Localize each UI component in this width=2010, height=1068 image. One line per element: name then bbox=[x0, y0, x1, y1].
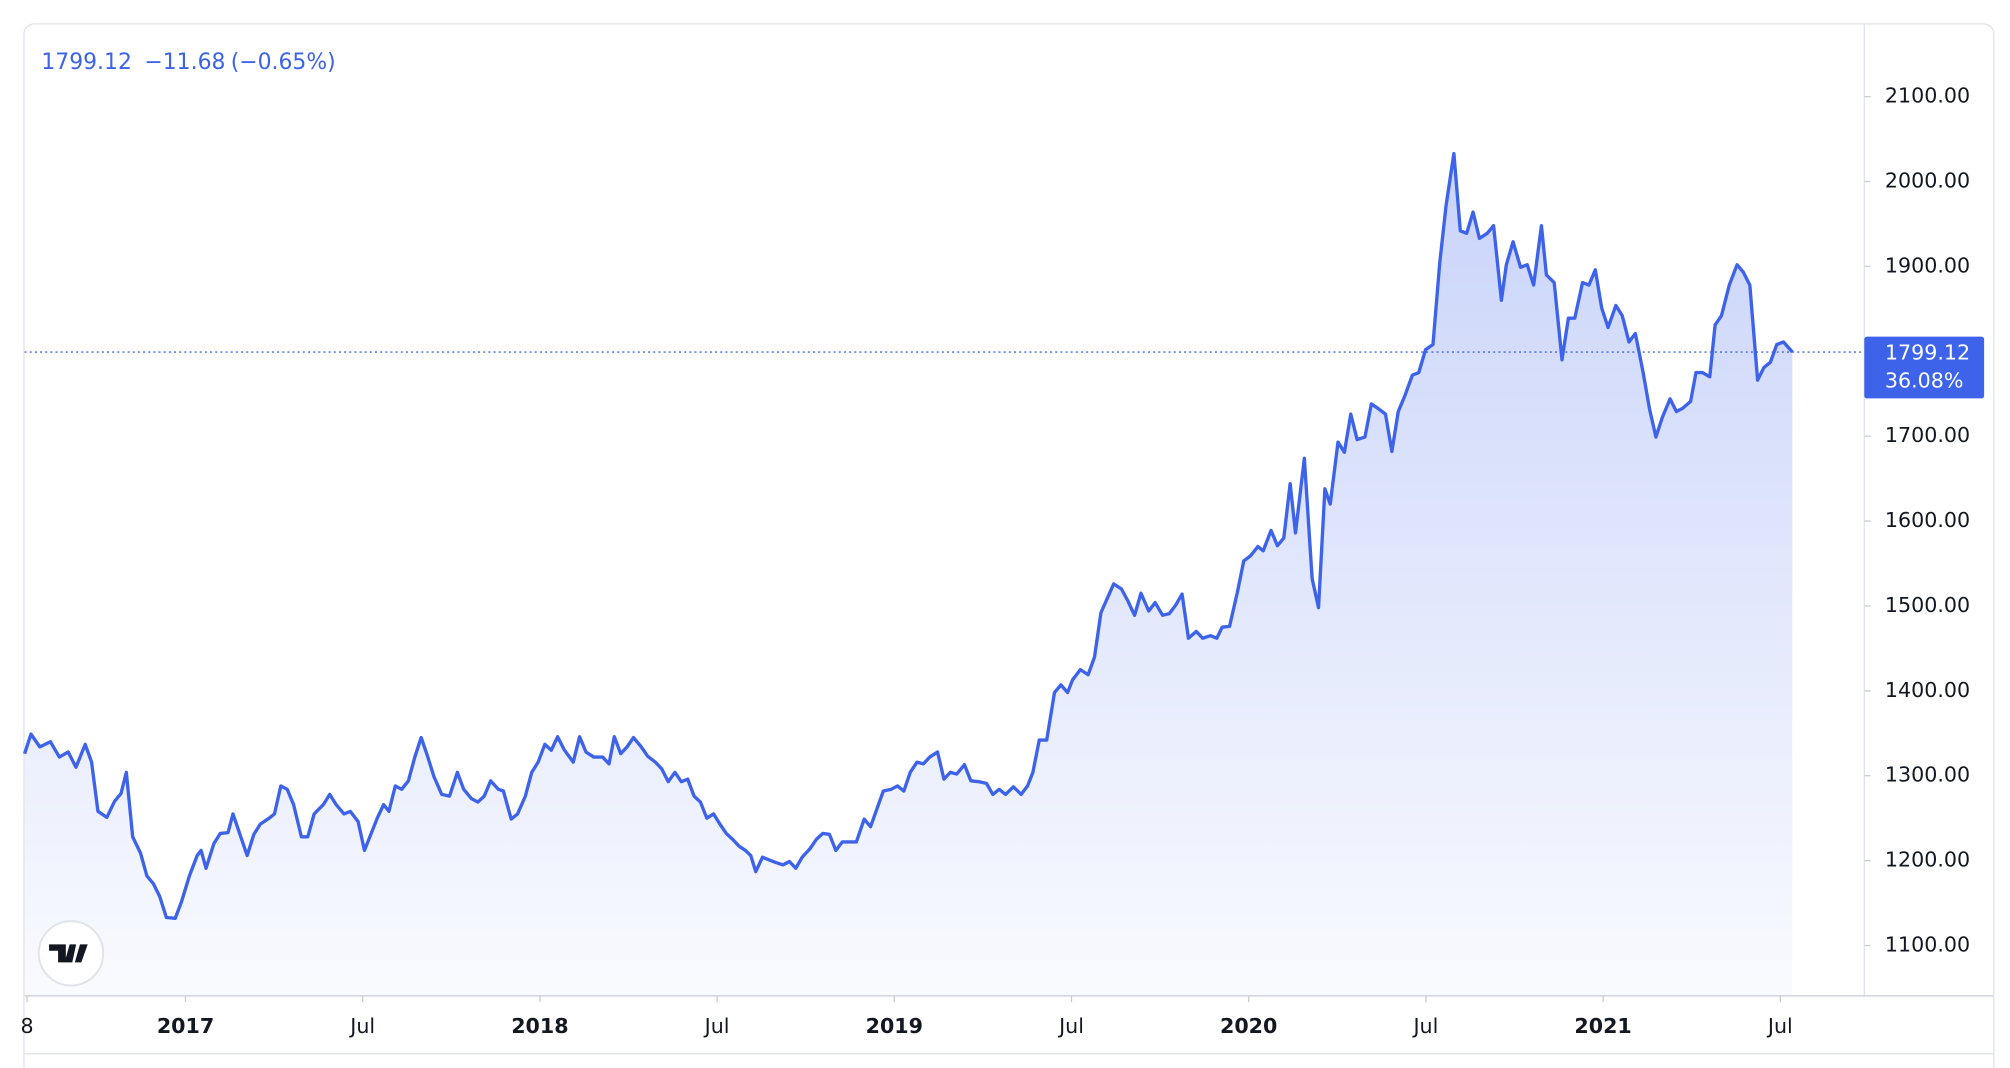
area bbox=[24, 153, 1793, 996]
header-price: 1799.12 bbox=[41, 50, 132, 75]
price-tag-box bbox=[1864, 336, 1985, 399]
y-tick-label: 1300.00 bbox=[1885, 763, 1970, 787]
header-change-pct: (−0.65%) bbox=[231, 50, 336, 75]
y-tick-label: 1700.00 bbox=[1885, 423, 1970, 447]
y-tick-label: 2100.00 bbox=[1885, 84, 1970, 108]
y-tick-label: 1600.00 bbox=[1885, 508, 1970, 532]
x-tick-label: Jul bbox=[1411, 1014, 1438, 1038]
x-tick-label: Jul bbox=[1766, 1014, 1793, 1038]
x-tick-label: 2019 bbox=[866, 1014, 923, 1038]
plot bbox=[23, 151, 1794, 996]
y-tick-label: 1200.00 bbox=[1885, 848, 1970, 872]
x-tick-label: 8 bbox=[21, 1014, 34, 1038]
x-tick-label: 2017 bbox=[157, 1014, 214, 1038]
y-tick-label: 1400.00 bbox=[1885, 678, 1970, 702]
y-tick-label: 1900.00 bbox=[1885, 253, 1970, 277]
x-tick-label: Jul bbox=[703, 1014, 730, 1038]
y-tick-label: 2000.00 bbox=[1885, 169, 1970, 193]
price-tag-percent: 36.08% bbox=[1885, 369, 1964, 393]
y-tick-label: 1500.00 bbox=[1885, 593, 1970, 617]
price-tag-label: 1799.12 bbox=[1885, 340, 1970, 364]
x-tick-label: 2021 bbox=[1574, 1014, 1631, 1038]
line bbox=[23, 151, 1794, 921]
x-tick-label: 2018 bbox=[511, 1014, 568, 1038]
header-change: −11.68 bbox=[144, 50, 225, 75]
x-tick-label: Jul bbox=[1057, 1014, 1084, 1038]
logo bbox=[37, 920, 105, 987]
x-tick-label: 2020 bbox=[1220, 1014, 1277, 1038]
x-tick-label: Jul bbox=[348, 1014, 375, 1038]
y-tick-label: 1100.00 bbox=[1885, 933, 1970, 957]
